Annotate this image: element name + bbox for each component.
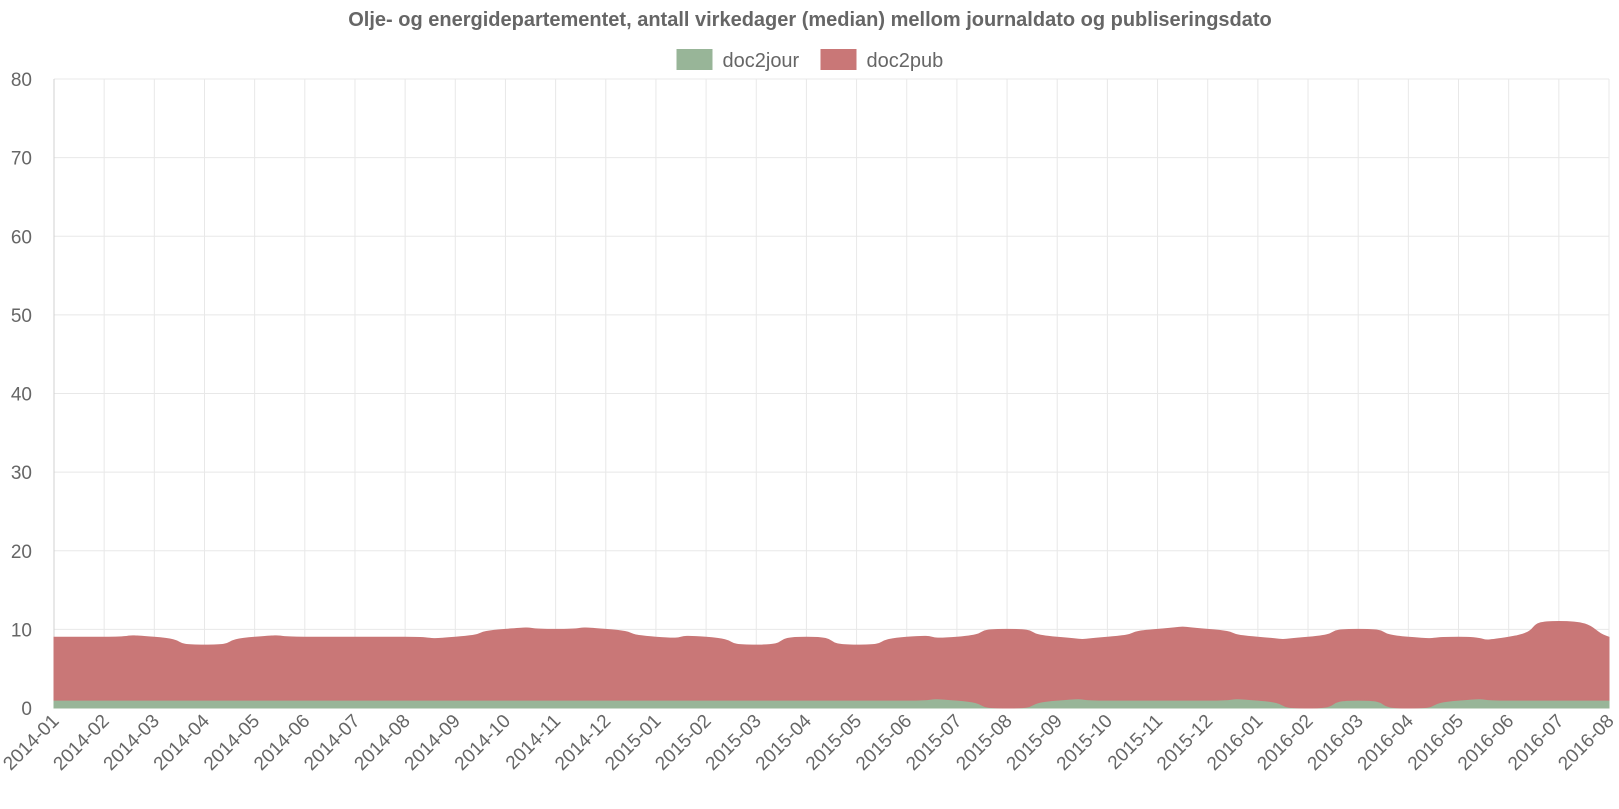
series-area-doc2pub [53,621,1610,709]
y-tick-label: 60 [11,227,32,248]
chart-title: Olje- og energidepartementet, antall vir… [348,9,1272,31]
x-tick-label: 2014-10 [451,711,515,775]
y-tick-label: 50 [11,306,32,327]
y-tick-label: 40 [11,385,32,406]
x-tick-label: 2015-10 [1053,711,1117,775]
y-axis: 0 10 20 30 40 50 60 70 80 [11,70,32,720]
legend: doc2jour doc2pub [676,49,944,72]
grid [53,78,1610,709]
y-tick-label: 20 [11,542,32,563]
y-tick-label: 80 [11,70,32,91]
legend-label-doc2jour: doc2jour [723,50,800,72]
y-tick-label: 30 [11,463,32,484]
legend-swatch-doc2jour [676,49,713,70]
y-tick-label: 10 [11,620,32,641]
y-tick-label: 0 [21,699,32,720]
x-tick-label: 2016-08 [1554,711,1618,775]
y-tick-label: 70 [11,149,32,170]
legend-swatch-doc2pub [820,49,857,70]
x-axis: 2014-012014-022014-032014-042014-052014-… [0,710,1619,774]
plot-area [53,621,1610,709]
legend-label-doc2pub: doc2pub [867,50,944,72]
